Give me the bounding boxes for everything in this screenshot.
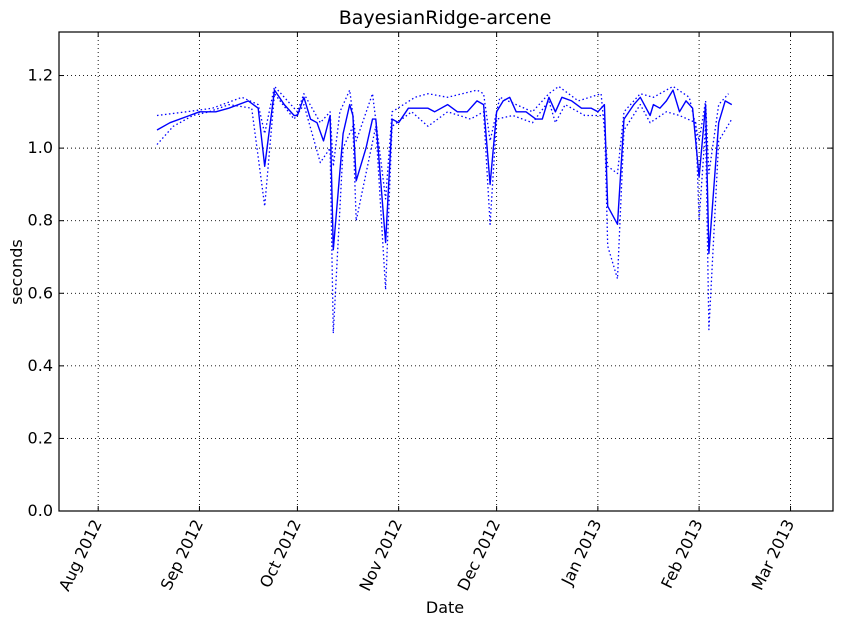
y-tick-label: 0.8 (28, 211, 53, 230)
axis-ticks (59, 32, 833, 512)
x-axis-label: Date (426, 598, 464, 617)
series-layer (156, 85, 733, 334)
y-tick-label: 1.0 (28, 138, 53, 157)
y-tick-labels: 0.0 0.2 0.4 0.6 0.8 1.0 1.2 (28, 66, 53, 520)
y-tick-label: 0.0 (28, 501, 53, 520)
y-tick-label: 0.2 (28, 428, 53, 447)
y-tick-label: 1.2 (28, 66, 53, 85)
grid-lines (59, 32, 833, 512)
y-tick-label: 0.6 (28, 283, 53, 302)
plot-frame (58, 31, 834, 512)
chart-title: BayesianRidge-arcene (339, 7, 552, 29)
y-tick-label: 0.4 (28, 356, 53, 375)
series-line-lower-bound (156, 93, 733, 334)
series-line-mean (156, 89, 733, 255)
y-axis-label: seconds (7, 239, 26, 304)
series-line-upper-bound (156, 85, 729, 200)
